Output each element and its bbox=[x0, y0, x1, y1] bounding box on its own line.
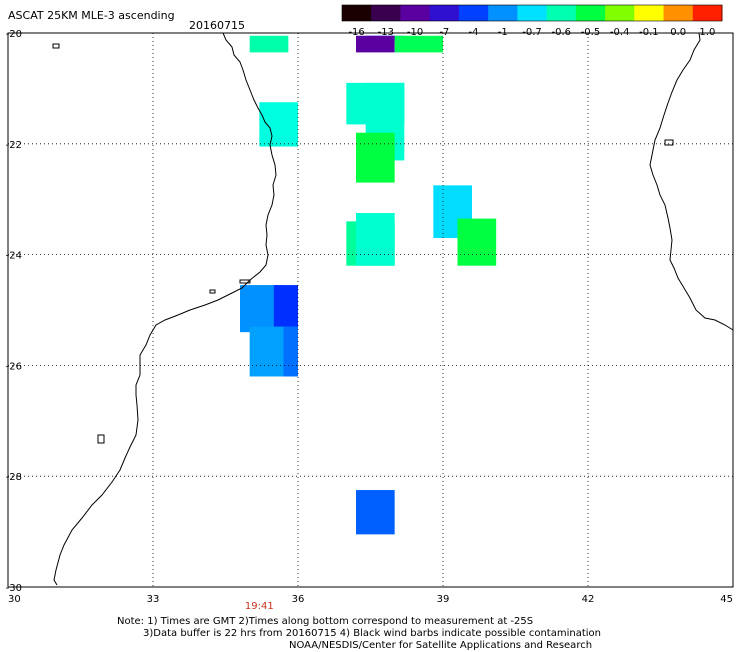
y-tick-label: -30 bbox=[6, 583, 22, 594]
time-label: 19:41 bbox=[245, 601, 274, 612]
wind-cell bbox=[249, 35, 289, 53]
colorbar-swatch bbox=[692, 5, 723, 21]
wind-cell bbox=[356, 132, 395, 183]
colorbar-swatch bbox=[575, 5, 606, 21]
map-title: ASCAT 25KM MLE-3 ascending bbox=[8, 9, 175, 22]
colorbar-swatch bbox=[634, 5, 665, 21]
note-line-1: Note: 1) Times are GMT 2)Times along bot… bbox=[117, 616, 534, 627]
map-canvas: 30 33 36 39 42 45 -20 -22 -24 -26 -28 -30 19:41 bbox=[6, 29, 734, 612]
wind-cell bbox=[394, 35, 443, 53]
island-bazaruto bbox=[239, 279, 251, 284]
map-date: 20160715 bbox=[189, 19, 245, 32]
wind-cell bbox=[356, 213, 395, 266]
map-frame bbox=[7, 32, 734, 588]
x-tick-label: 36 bbox=[292, 594, 305, 605]
note-line-2: 3)Data buffer is 22 hrs from 20160715 4)… bbox=[143, 628, 601, 639]
colorbar-swatches bbox=[341, 4, 723, 22]
wind-cell bbox=[283, 326, 298, 377]
colorbar-swatch bbox=[342, 5, 372, 21]
wind-cell bbox=[356, 35, 395, 53]
wind-cell bbox=[457, 218, 497, 266]
colorbar-frame bbox=[341, 4, 723, 22]
graticule bbox=[7, 32, 734, 588]
colorbar-swatch bbox=[546, 5, 577, 21]
colorbar-swatch bbox=[400, 5, 431, 21]
note-line-3: NOAA/NESDIS/Center for Satellite Applica… bbox=[289, 640, 593, 651]
x-tick-label: 30 bbox=[8, 594, 21, 605]
wind-cell bbox=[273, 285, 298, 333]
y-tick-label: -24 bbox=[6, 251, 22, 262]
x-tick-label: 42 bbox=[582, 594, 595, 605]
colorbar-swatch bbox=[663, 5, 694, 21]
coastline-mainland bbox=[53, 32, 277, 586]
colorbar-swatch bbox=[517, 5, 548, 21]
y-tick-label: -20 bbox=[6, 29, 22, 40]
x-tick-label: 33 bbox=[147, 594, 160, 605]
colorbar-swatch bbox=[371, 5, 401, 21]
colorbar-swatch bbox=[458, 5, 489, 21]
colorbar-swatch bbox=[429, 5, 460, 21]
y-tick-label: -28 bbox=[6, 472, 22, 483]
coastline bbox=[52, 32, 734, 586]
wind-cell bbox=[356, 490, 395, 535]
axis-labels: 30 33 36 39 42 45 -20 -22 -24 -26 -28 -30 bbox=[6, 29, 733, 605]
x-tick-label: 45 bbox=[720, 594, 733, 605]
coastline-madagascar bbox=[649, 32, 734, 331]
y-tick-label: -26 bbox=[6, 361, 22, 372]
island-a bbox=[209, 289, 216, 294]
x-tick-label: 39 bbox=[437, 594, 450, 605]
colorbar-swatch bbox=[605, 5, 635, 21]
island-b bbox=[97, 434, 105, 444]
y-tick-label: -22 bbox=[6, 140, 22, 151]
island-c bbox=[52, 43, 60, 49]
colorbar-swatch bbox=[488, 5, 518, 21]
wind-cells bbox=[240, 35, 497, 535]
wind-cell bbox=[259, 102, 298, 147]
island-d bbox=[664, 139, 674, 146]
